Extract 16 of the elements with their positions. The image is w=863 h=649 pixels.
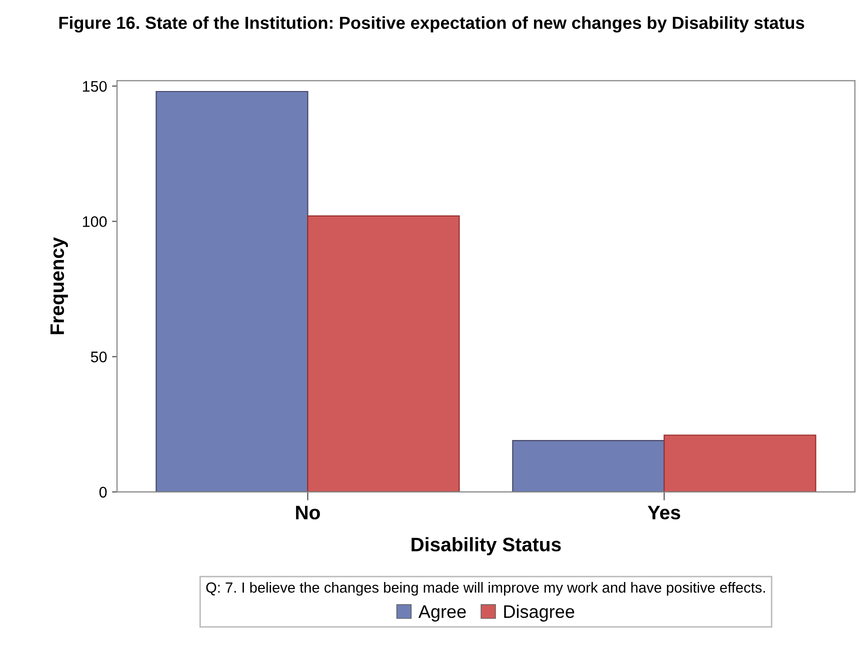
- y-tick-label: 150: [82, 80, 107, 92]
- bar: [512, 440, 665, 492]
- chart-title: Figure 16. State of the Institution: Positive expectation of new changes by Disability status: [59, 16, 804, 32]
- x-axis-title: Disability Status: [412, 537, 561, 556]
- legend-label: Agree: [418, 605, 466, 622]
- bar: [156, 90, 308, 492]
- y-tick-label: 50: [90, 352, 107, 362]
- y-tick-label: 100: [82, 216, 107, 228]
- legend-title: Q: 7. I believe the changes being made will improve my work and have positive effects.: [206, 582, 765, 596]
- y-tick-label: 0: [99, 486, 107, 498]
- x-tick-label: Yes: [648, 506, 680, 520]
- y-axis-title: Frequency: [50, 237, 68, 334]
- x-tick-label: No: [296, 506, 320, 520]
- bar: [307, 215, 460, 492]
- bar: [664, 434, 816, 492]
- legend-label: Disagree: [504, 604, 574, 622]
